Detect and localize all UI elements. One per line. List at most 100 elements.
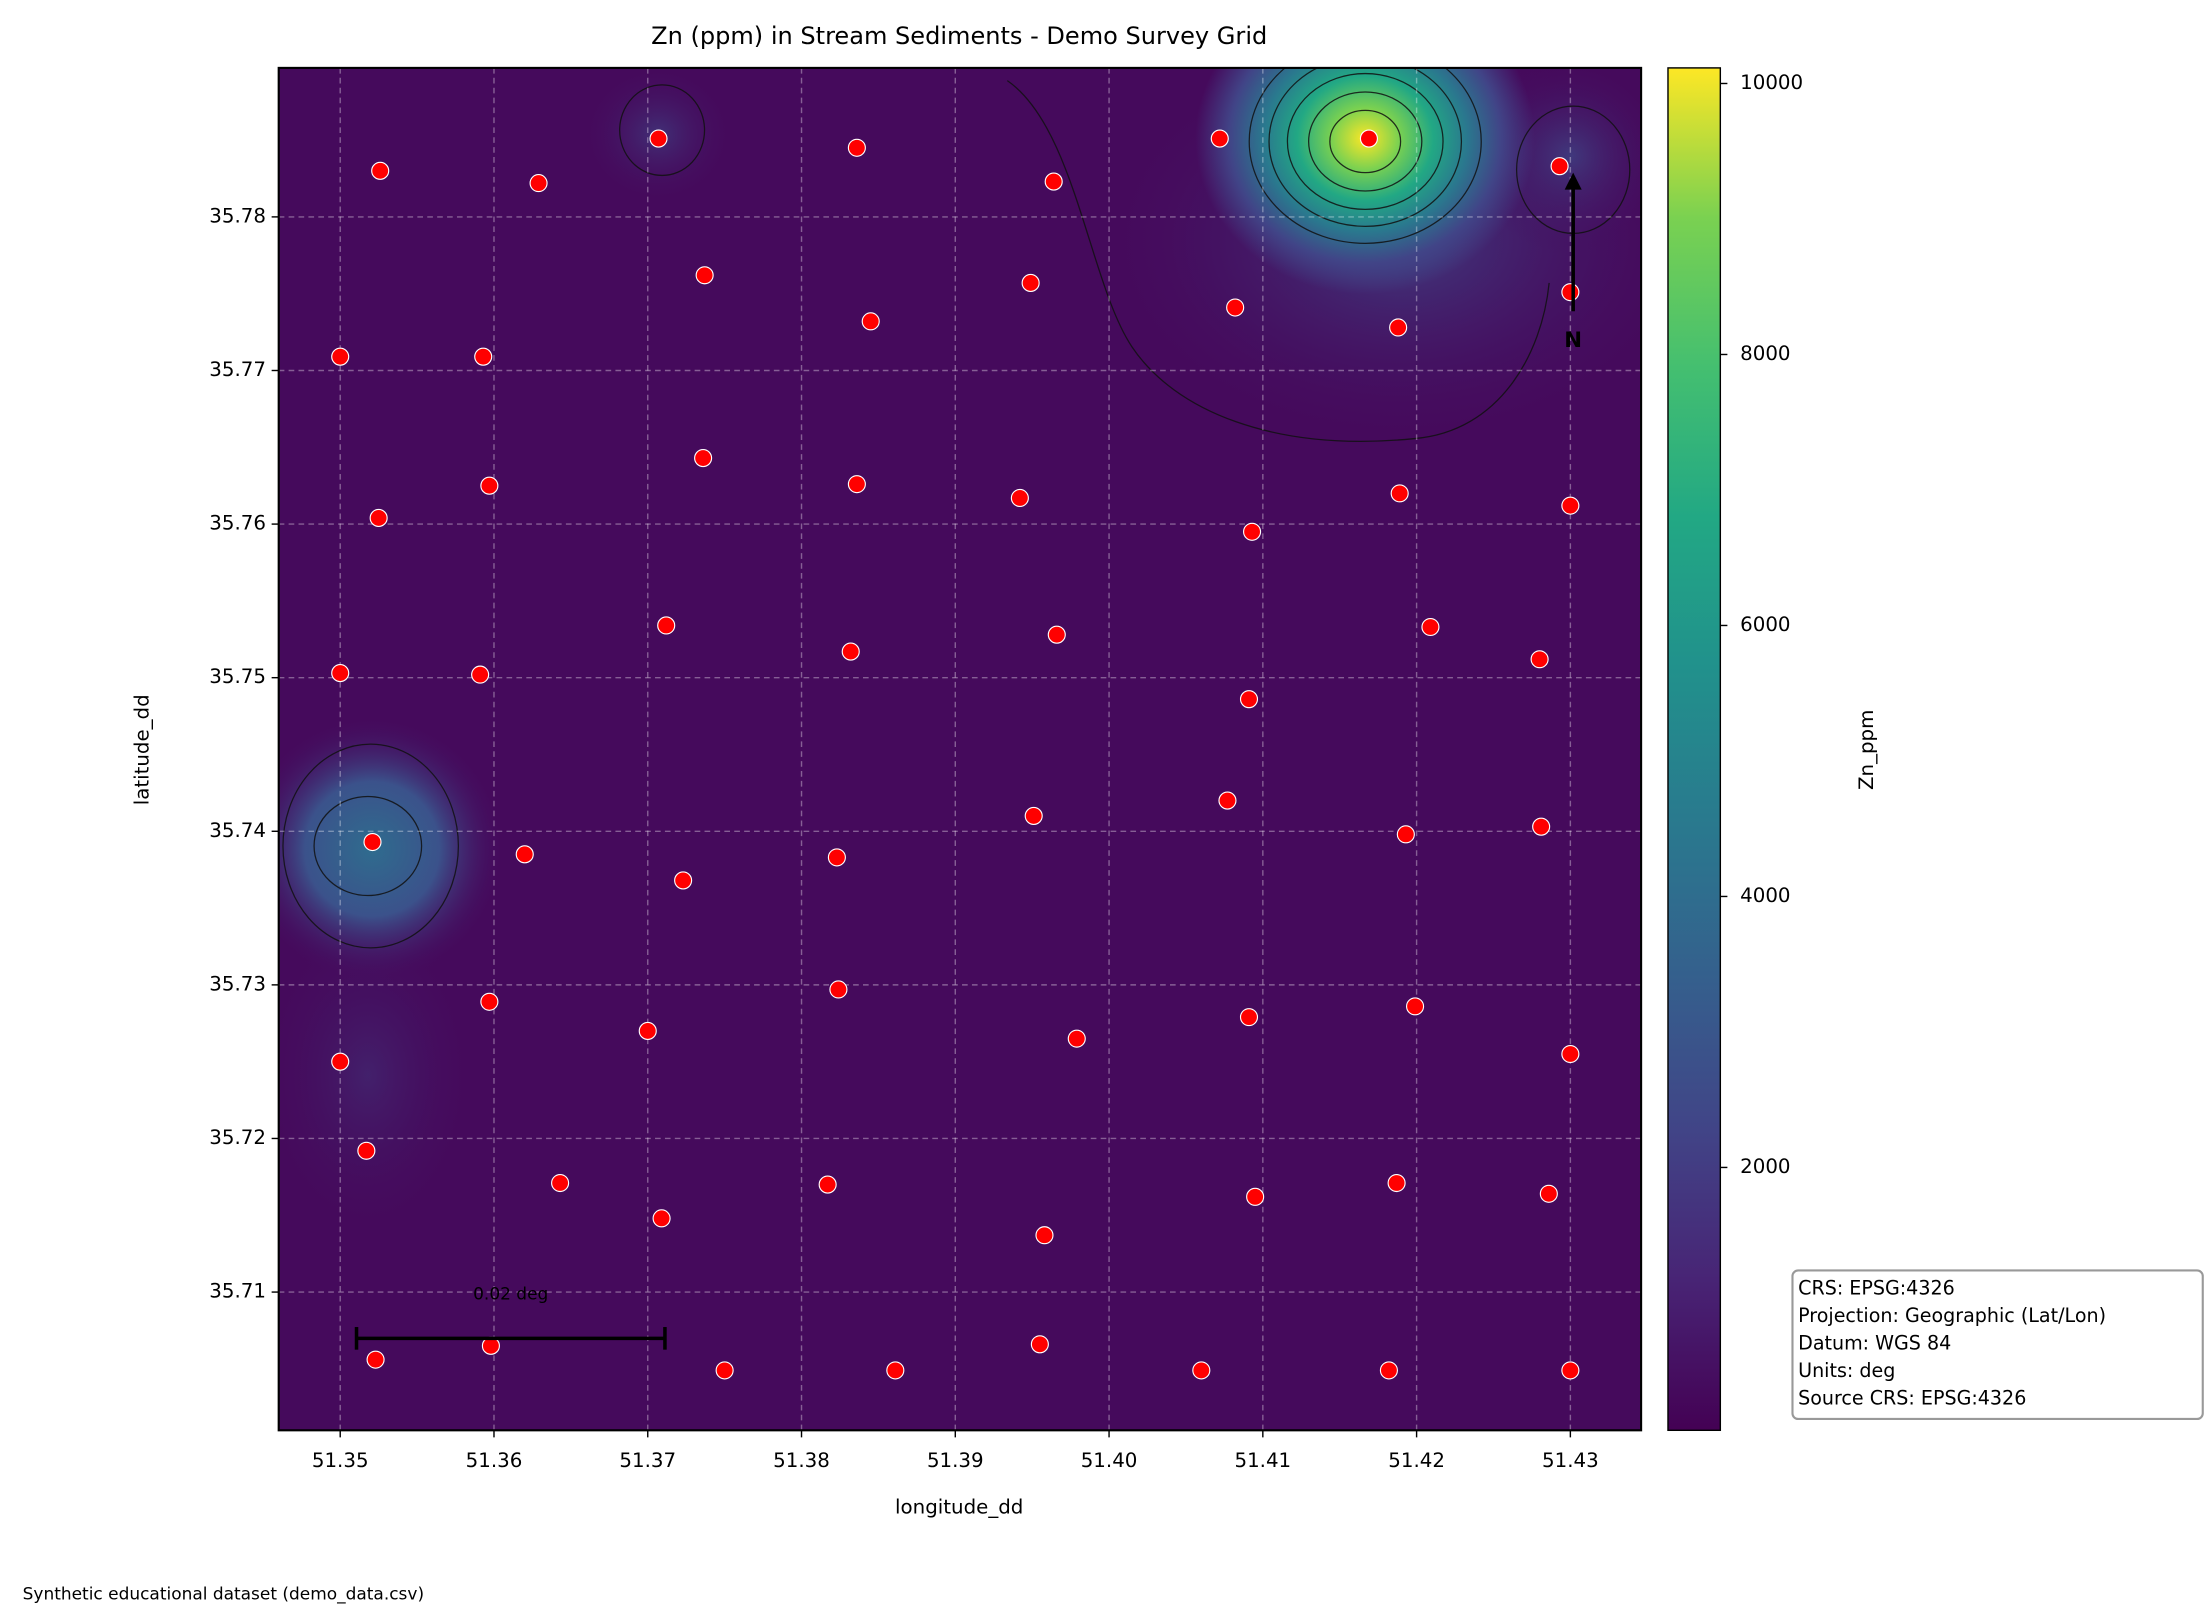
sample-point [1047,625,1066,644]
sample-point [818,1175,837,1194]
sample-point [1561,283,1580,302]
sample-point [371,161,390,180]
sample-point [886,1361,905,1380]
sample-point [363,832,382,852]
sample-point [551,1173,570,1193]
points [331,129,1580,1380]
sample-point [1421,617,1440,637]
sample-point [1390,484,1409,503]
heatmap [278,67,1642,1431]
colorbar [1667,67,1722,1432]
north-label: N [1564,328,1582,353]
sample-point [369,508,388,527]
sample-point [652,1209,671,1228]
colorbar-label: Zn_ppm [1855,710,1878,790]
sample-point [694,448,713,468]
sample-point [1044,172,1063,191]
sample-point [1239,1008,1259,1027]
sample-point [1561,1361,1580,1380]
sample-point [529,174,548,193]
sample-point [366,1350,385,1369]
crs-line: CRS: EPSG:4326 [1798,1276,1955,1299]
x-axis-label: longitude_dd [895,1496,1023,1519]
sample-point [1379,1361,1398,1380]
sample-point [331,347,350,366]
sample-point [1550,157,1569,176]
footer: Synthetic educational dataset (demo_data… [23,1584,424,1604]
sample-point [1359,129,1378,148]
colorbar-tick-label: 4000 [1740,884,1790,907]
sample-point [1067,1029,1086,1048]
sample-point [1539,1184,1558,1203]
sample-point [1035,1226,1054,1245]
sample-point [1226,298,1245,317]
x-tick-label: 51.41 [1234,1449,1291,1472]
sample-point [357,1141,376,1160]
x-tick-label: 51.39 [927,1449,984,1472]
colorbar-ticks: 2000 4000 6000 8000 10000 [1720,71,1803,1178]
y-tick-label: 35.71 [209,1280,266,1303]
sample-point [1406,997,1425,1016]
sample-point [331,664,350,683]
x-tick-label: 51.43 [1542,1449,1599,1472]
sample-point [1010,488,1029,508]
sample-point [1561,496,1580,515]
sample-point [1021,273,1040,292]
y-tick-label: 35.76 [209,512,266,535]
y-tick-label: 35.77 [209,358,266,381]
crs-line: Projection: Geographic (Lat/Lon) [1798,1304,2106,1327]
sample-point [649,129,668,148]
chart-title: Zn (ppm) in Stream Sediments - Demo Surv… [651,22,1267,50]
crs-text: CRS: EPSG:4326 Projection: Geographic (La… [1798,1276,2106,1409]
sample-point [1532,817,1551,836]
sample-point [480,992,499,1011]
colorbar-tick-label: 2000 [1740,1155,1790,1178]
x-tick-label: 51.36 [466,1449,523,1472]
sample-point [1192,1361,1211,1380]
x-tick-label: 51.37 [619,1449,676,1472]
sample-point [471,665,490,684]
sample-point [638,1021,657,1041]
x-tick-label: 51.42 [1388,1449,1445,1472]
sample-point [1239,690,1259,709]
north-arrow [1564,172,1582,312]
sample-point [861,312,880,331]
colorbar-tick-label: 10000 [1740,71,1803,94]
x-tick-label: 51.40 [1081,1449,1138,1472]
plot-frame [277,66,1643,1432]
sample-point [1024,806,1043,825]
sample-point [480,476,499,495]
sample-point [695,266,714,285]
crs-line: Source CRS: EPSG:4326 [1798,1387,2026,1410]
sample-point [1030,1335,1049,1354]
sample-point [847,475,866,494]
scale-bar-label: 0.02 deg [473,1284,548,1304]
y-tick-label: 35.78 [209,204,266,227]
sample-point [1387,1173,1406,1193]
colorbar-tick-label: 6000 [1740,613,1790,636]
crs-line: Datum: WGS 84 [1798,1332,1951,1355]
sample-point [1561,1044,1580,1064]
y-axis-label: latitude_dd [130,694,153,805]
scale-bar [354,1327,667,1350]
sample-point [841,642,860,661]
y-tick-label: 35.74 [209,819,266,842]
x-tick-label: 51.38 [773,1449,830,1472]
sample-point [657,616,676,635]
crs-line: Units: deg [1798,1359,1895,1382]
y-tick-label: 35.75 [209,665,266,688]
sample-point [715,1361,734,1380]
sample-point [1218,791,1237,810]
sample-point [847,138,866,157]
sample-point [474,347,493,366]
sample-point [674,871,693,890]
sample-point [515,845,534,864]
sample-point [1210,129,1229,148]
sample-point [1530,650,1549,669]
y-tick-label: 35.72 [209,1126,266,1149]
colorbar-tick-label: 8000 [1740,342,1790,365]
sample-point [1396,825,1415,844]
y-tick-label: 35.73 [209,972,266,995]
sample-point [331,1052,350,1071]
